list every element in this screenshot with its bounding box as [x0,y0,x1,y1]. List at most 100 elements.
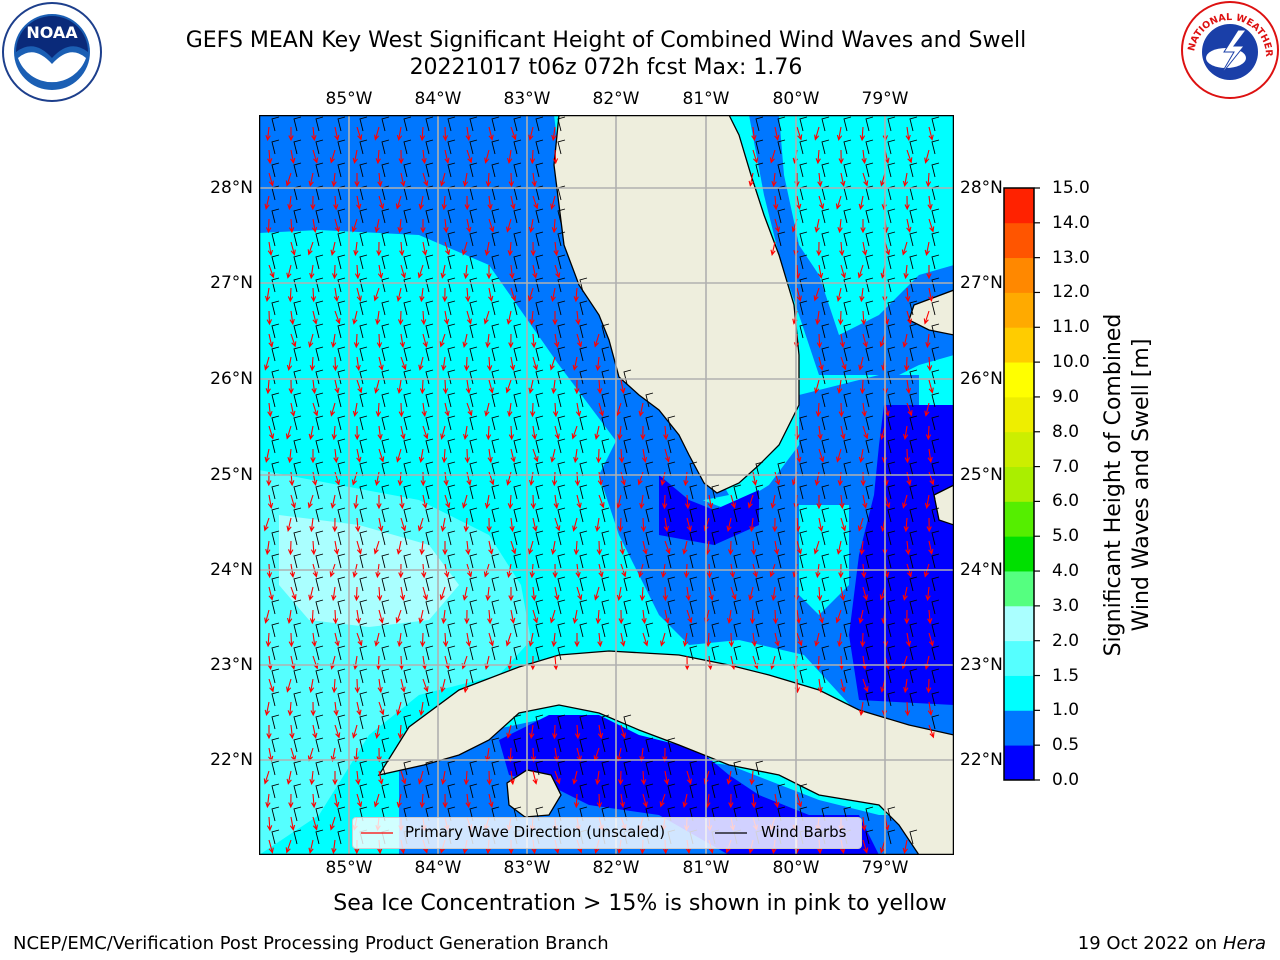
wind-barb [535,461,544,477]
wave-direction-arrow [595,448,602,464]
wind-barb [359,116,368,132]
wave-direction-arrow [265,218,272,234]
wave-direction-arrow [398,149,404,165]
wave-direction-arrow [554,517,561,532]
wind-barb [403,139,412,155]
wind-barb [293,553,302,569]
wave-direction-arrow [309,264,315,280]
wind-barb [469,438,478,454]
wave-direction-arrow [749,517,755,533]
wind-barb [315,323,324,339]
wave-direction-arrow [639,586,646,602]
wave-direction-arrow [817,425,823,441]
wave-direction-arrow [290,333,297,348]
wave-direction-arrow [728,632,735,648]
wind-barb [645,438,654,454]
wave-direction-arrow [356,195,362,211]
wind-barb [755,760,764,776]
wave-direction-arrow [771,172,777,188]
wind-barb [271,829,280,845]
wave-direction-arrow [509,770,515,786]
wave-direction-arrow [267,402,273,418]
wave-direction-arrow [927,609,933,625]
wind-barb [491,438,500,454]
wave-direction-arrow [439,586,446,601]
wave-direction-arrow [510,609,516,625]
wind-barb [447,576,456,592]
wave-direction-arrow [442,379,449,395]
wind-barb [557,116,566,132]
lon-label-bottom: 82°W [592,858,640,878]
wave-direction-arrow [462,172,469,188]
wave-direction-arrow [748,586,754,601]
wave-direction-arrow [858,195,864,211]
wave-direction-arrow [840,678,846,693]
wave-direction-arrow [288,379,294,395]
wave-direction-arrow [264,195,270,210]
lon-label-bottom: 81°W [682,858,730,878]
wind-barb [359,139,368,155]
wind-barb [469,668,478,684]
wave-direction-arrow [462,586,468,601]
wind-barb [733,507,742,523]
isla-juventud-land [506,769,562,818]
wind-barb [645,484,654,500]
wind-barb [513,576,522,592]
wave-direction-arrow [461,241,468,256]
wave-direction-arrow [574,633,580,648]
wind-barb [799,415,808,431]
wind-barb [271,461,280,477]
wave-direction-arrow [310,287,317,303]
wind-barb [469,760,478,776]
wind-barb [909,392,918,408]
wind-barb [447,231,456,247]
wave-direction-arrow [837,218,843,234]
wind-barb [799,438,808,454]
wave-direction-arrow [488,540,494,555]
wind-barb [887,829,896,845]
andros-land [933,484,954,526]
wind-barb [425,208,434,224]
wave-direction-arrow [268,425,275,440]
lon-label-bottom: 83°W [503,858,551,878]
wind-barb [931,461,940,477]
wind-barb [293,668,302,684]
wave-band-blue-east [749,115,954,375]
wind-barb [271,231,280,247]
wind-barb [711,622,720,638]
colorbar-tick-label: 15.0 [1052,178,1090,198]
wave-direction-arrow [444,494,451,509]
wind-barb [425,438,434,454]
wind-barb [315,139,324,155]
wind-barb [557,461,566,477]
wind-barb [535,369,544,385]
wind-barb [359,576,368,592]
wave-band-darkblue-east [849,405,954,705]
lon-label-top: 85°W [325,89,373,109]
wave-direction-arrow [465,540,471,556]
wave-direction-arrow [576,586,583,601]
colorbar-tick-label: 12.0 [1052,282,1090,303]
wave-direction-arrow [924,241,930,257]
wave-direction-arrow [506,724,512,739]
wind-barb [403,300,412,316]
wind-barb [623,622,632,638]
wave-direction-arrow [488,632,494,647]
wave-direction-arrow [858,356,864,371]
wave-direction-arrow [571,425,578,440]
wave-direction-arrow [356,701,362,716]
wave-direction-arrow [902,586,908,601]
wave-direction-arrow [373,540,380,555]
wave-direction-arrow [642,540,648,555]
wind-barb [337,116,346,132]
wave-direction-arrow [488,287,494,303]
wave-direction-arrow [352,402,359,418]
wind-barb [271,139,280,155]
wind-barb [447,484,456,500]
wind-barb [601,622,610,638]
wind-barb [931,576,940,592]
colorbar-swatch [1004,571,1034,607]
wind-barb [887,576,896,592]
wave-direction-arrow [596,793,603,809]
wind-barb [909,300,918,316]
